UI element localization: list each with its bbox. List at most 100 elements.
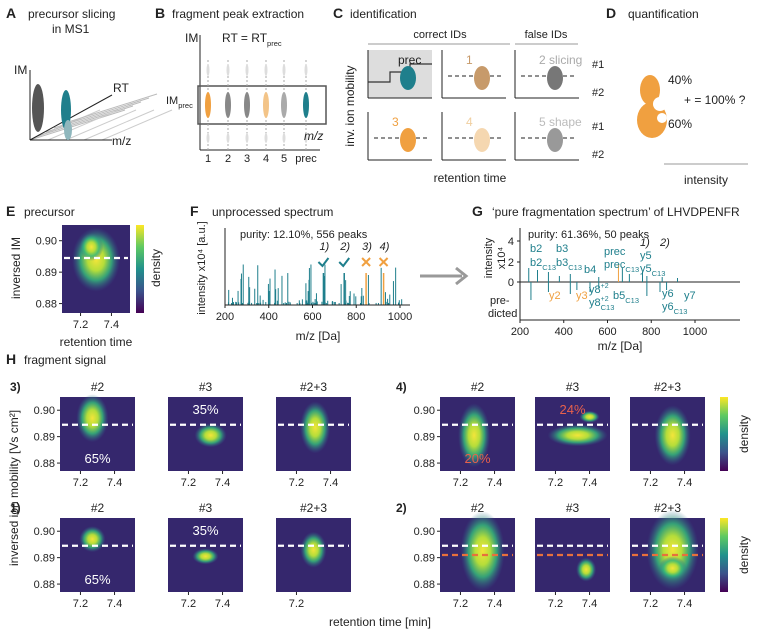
- percent-label: 65%: [84, 572, 110, 587]
- colorbar: [136, 225, 144, 313]
- subscript: C13: [568, 263, 582, 272]
- box-label: 2 slicing: [539, 53, 582, 67]
- axis-label: RT: [113, 81, 129, 95]
- tick-label: 1: [205, 153, 211, 165]
- tick-label: 7.4: [107, 477, 122, 489]
- panel-title: #2: [91, 380, 105, 394]
- tick-label: 7.2: [181, 598, 196, 610]
- label: y5: [640, 250, 652, 262]
- grid-line: [29, 109, 126, 141]
- tick-label: 0.88: [34, 458, 55, 470]
- panel-title: #2+3: [300, 380, 327, 394]
- peak: [281, 92, 287, 118]
- tick-label: 0.90: [36, 236, 57, 248]
- peak: [282, 133, 286, 143]
- label: y3: [576, 290, 588, 302]
- axis: [29, 94, 113, 141]
- percent-label: 35%: [192, 523, 218, 538]
- panel-title: quantification: [628, 7, 699, 21]
- peak-mark: 4): [380, 241, 390, 253]
- percent-label: 60%: [668, 117, 692, 131]
- group-label: 4): [396, 380, 407, 394]
- tick-label: 7.2: [73, 477, 88, 489]
- panel-title: #2: [91, 501, 105, 515]
- axis-label: dicted: [488, 308, 517, 320]
- signal: [547, 128, 563, 152]
- label: y8: [589, 284, 601, 296]
- subscript: C13: [625, 296, 639, 305]
- tick-label: 800: [642, 326, 660, 338]
- panel-title: in MS1: [52, 22, 90, 36]
- tick-label: 4: [508, 236, 514, 248]
- tick-label: 0.90: [34, 405, 55, 417]
- row-label: #1: [592, 59, 604, 71]
- tick-label: 7.4: [215, 598, 230, 610]
- group-label: 3): [10, 380, 21, 394]
- label: b2: [530, 257, 542, 269]
- density-blob: [192, 548, 219, 565]
- label: y2: [549, 290, 561, 302]
- peak: [264, 64, 268, 76]
- tick-label: 7.2: [548, 598, 563, 610]
- tick-label: 7.2: [548, 477, 563, 489]
- tick-label: 7.2: [643, 477, 658, 489]
- axis-label: IM: [14, 63, 27, 77]
- percent-label: 20%: [464, 451, 490, 466]
- label: b3: [556, 257, 568, 269]
- equation: + = 100% ?: [684, 93, 746, 107]
- grid-line: [45, 101, 142, 133]
- group-label: false IDs: [525, 29, 568, 41]
- shape-cut: [657, 113, 667, 123]
- tick-label: 0.88: [34, 579, 55, 591]
- tick-label: 0.88: [414, 579, 435, 591]
- tick-label: 7.4: [487, 477, 502, 489]
- subscript: C13: [542, 263, 556, 272]
- label: b2: [530, 243, 542, 255]
- cross-icon: [361, 257, 371, 267]
- signal: [400, 66, 416, 90]
- tick-label: 7.4: [107, 598, 122, 610]
- axis-label: x10⁴: [496, 246, 508, 269]
- step-line: [368, 63, 432, 83]
- box-label: 5 shape: [539, 115, 582, 129]
- label: b4: [584, 264, 596, 276]
- tick-label: 0.88: [36, 299, 57, 311]
- tick-label: 7.2: [643, 598, 658, 610]
- grid-line: [47, 109, 119, 141]
- subscript: C13: [601, 303, 615, 312]
- axis-label: retention time: [434, 171, 507, 185]
- grid-line: [83, 109, 155, 141]
- colorbar-label: density: [149, 249, 163, 287]
- row-label: #2: [592, 87, 604, 99]
- tick-label: 7.2: [181, 477, 196, 489]
- tick-label: prec: [295, 153, 317, 165]
- colorbar: [720, 518, 728, 592]
- label: prec: [604, 246, 626, 258]
- label: y6: [662, 288, 674, 300]
- box-label: prec: [398, 53, 421, 67]
- tick-label: 7.4: [582, 598, 597, 610]
- panel-letter: F: [190, 203, 199, 219]
- axis-label: m/z: [112, 134, 131, 148]
- panel-letter: D: [606, 5, 616, 21]
- tick-label: 0: [508, 277, 514, 289]
- tick-label: 1000: [683, 326, 707, 338]
- signal: [547, 66, 563, 90]
- peak: [263, 92, 269, 118]
- label: y5: [640, 263, 652, 275]
- tick-label: 7.4: [104, 319, 119, 331]
- panel-letter: G: [472, 203, 483, 219]
- panel-title: #3: [199, 380, 213, 394]
- panel-title: #3: [199, 501, 213, 515]
- label: 1): [640, 237, 650, 249]
- peak: [304, 133, 308, 143]
- axis-label: inversed IM: [9, 237, 23, 299]
- check-icon: [317, 257, 330, 268]
- axis-label: inv. ion mobility: [343, 65, 357, 146]
- label: IM: [166, 95, 178, 107]
- density-blob: [654, 405, 691, 466]
- density-blob: [460, 511, 505, 592]
- label: y6: [662, 301, 674, 313]
- peak: [205, 92, 211, 118]
- shape: [640, 75, 660, 105]
